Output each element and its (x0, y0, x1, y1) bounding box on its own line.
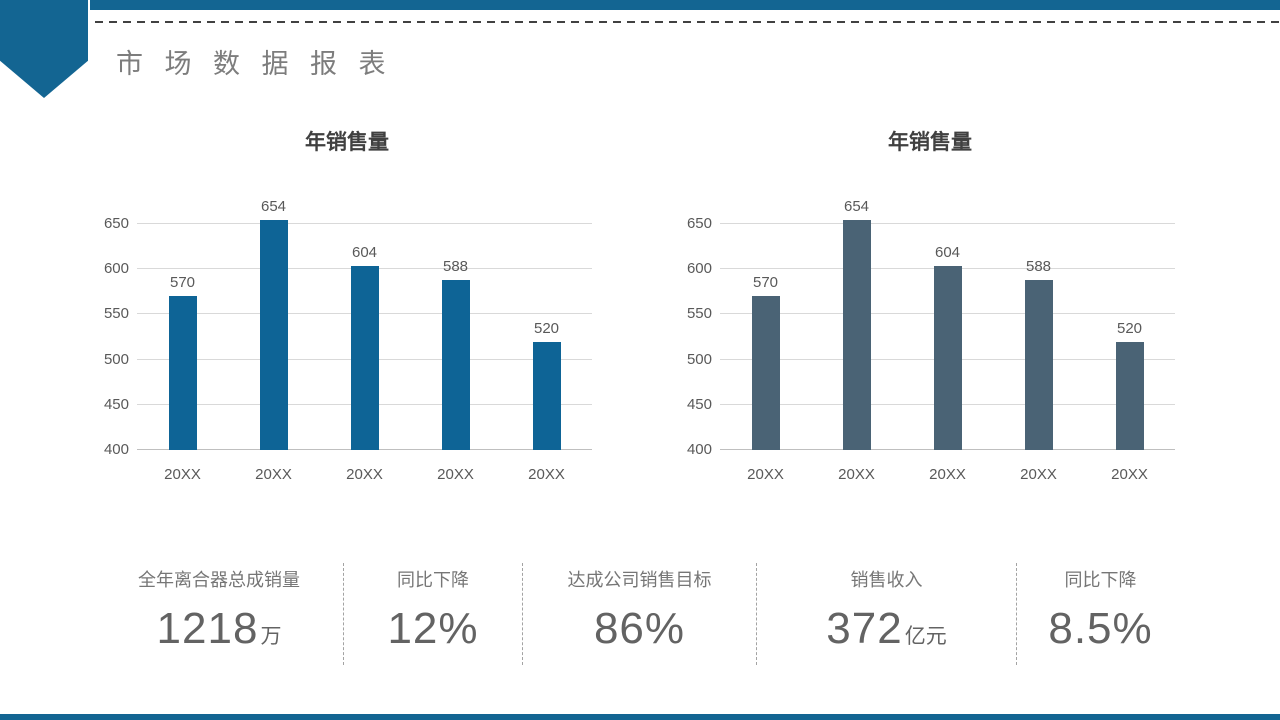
x-axis-label: 20XX (929, 466, 966, 483)
y-axis-tick-label: 550 (103, 305, 129, 323)
page-title: 市 场 数 据 报 表 (116, 49, 393, 79)
stat-label: 同比下降 (397, 570, 469, 590)
bar (168, 296, 197, 450)
bar (259, 220, 288, 450)
stat-value: 8.5% (1048, 604, 1153, 653)
stat-label: 销售收入 (850, 570, 923, 590)
bar-value-label: 520 (1116, 319, 1143, 337)
bar (1024, 280, 1053, 450)
stat-label: 达成公司销售目标 (567, 570, 712, 590)
bar (532, 341, 561, 450)
y-axis-tick-label: 400 (686, 441, 712, 458)
annual-sales-chart-right: 年销售量 400 450 500 550 600 650 570 20XX 654 20XX 604… (680, 128, 1180, 498)
y-axis-tick-label: 500 (686, 350, 712, 368)
gridline (137, 223, 592, 224)
stat-divider (1016, 563, 1017, 665)
bar-value-label: 520 (533, 319, 560, 337)
stat-value: 1218万 (156, 604, 282, 653)
y-axis-tick-label: 400 (103, 441, 129, 458)
bar-value-label: 604 (934, 243, 961, 261)
bar (933, 265, 962, 450)
bar (350, 265, 379, 450)
x-axis-label: 20XX (164, 466, 201, 483)
stat-label: 同比下降 (1064, 570, 1137, 590)
gridline (720, 223, 1175, 224)
y-axis-tick-label: 550 (686, 305, 712, 323)
bar-value-label: 588 (442, 258, 469, 276)
stats-row: 全年离合器总成销量 1218万 同比下降 12% 达成公司销售目标 86% 销售收入 372亿… (95, 558, 1185, 670)
y-axis-tick-label: 650 (686, 215, 712, 232)
stat-label: 全年离合器总成销量 (138, 570, 300, 590)
bar (441, 280, 470, 450)
x-axis-label: 20XX (747, 466, 784, 483)
stat-unit: 亿元 (904, 625, 947, 648)
y-axis-tick-label: 450 (103, 395, 129, 413)
bar-value-label: 570 (169, 274, 196, 292)
bar-value-label: 654 (843, 198, 870, 216)
y-axis-tick-label: 500 (103, 350, 129, 368)
corner-ribbon-shape (0, 0, 88, 98)
y-axis-tick-label: 450 (686, 395, 712, 413)
bottom-accent-bar (0, 714, 1280, 720)
x-axis-label: 20XX (1111, 466, 1148, 483)
stat-divider (756, 563, 757, 665)
bar-value-label: 654 (260, 198, 287, 216)
bar-value-label: 604 (351, 243, 378, 261)
x-axis-label: 20XX (437, 466, 474, 483)
bar-value-label: 588 (1025, 258, 1052, 276)
stat-item: 达成公司销售目标 86% (523, 558, 756, 670)
stat-item: 全年离合器总成销量 1218万 (95, 558, 343, 670)
top-accent-bar (90, 0, 1280, 10)
x-axis-label: 20XX (528, 466, 565, 483)
x-axis-label: 20XX (838, 466, 875, 483)
stat-item: 同比下降 8.5% (1017, 558, 1184, 670)
bar (1115, 341, 1144, 450)
bar (751, 296, 780, 450)
chart-title: 年销售量 (305, 131, 389, 154)
x-axis-label: 20XX (255, 466, 292, 483)
stat-divider (343, 563, 344, 665)
stat-unit: 万 (260, 625, 282, 648)
bar (842, 220, 871, 450)
stat-item: 同比下降 12% (344, 558, 522, 670)
stat-item: 销售收入 372亿元 (757, 558, 1016, 670)
stat-value: 86% (593, 604, 686, 653)
plot-area: 400 450 500 550 600 650 570 20XX 654 20XX 604 20XX 5… (104, 198, 592, 483)
plot-area: 400 450 500 550 600 650 570 20XX 654 20XX 604 20XX 5… (687, 198, 1175, 483)
top-dashed-divider (95, 21, 1280, 23)
x-axis-label: 20XX (346, 466, 383, 483)
stat-value: 372亿元 (826, 604, 947, 653)
y-axis-tick-label: 650 (103, 215, 129, 232)
x-axis-label: 20XX (1020, 466, 1057, 483)
bar-value-label: 570 (752, 274, 779, 292)
stat-value: 12% (387, 604, 479, 653)
y-axis-tick-label: 600 (103, 260, 129, 278)
chart-title: 年销售量 (888, 131, 972, 154)
annual-sales-chart-left: 年销售量 400 450 500 550 600 650 570 20XX 654 20XX 604… (97, 128, 597, 498)
stat-divider (522, 563, 523, 665)
y-axis-tick-label: 600 (686, 260, 712, 278)
